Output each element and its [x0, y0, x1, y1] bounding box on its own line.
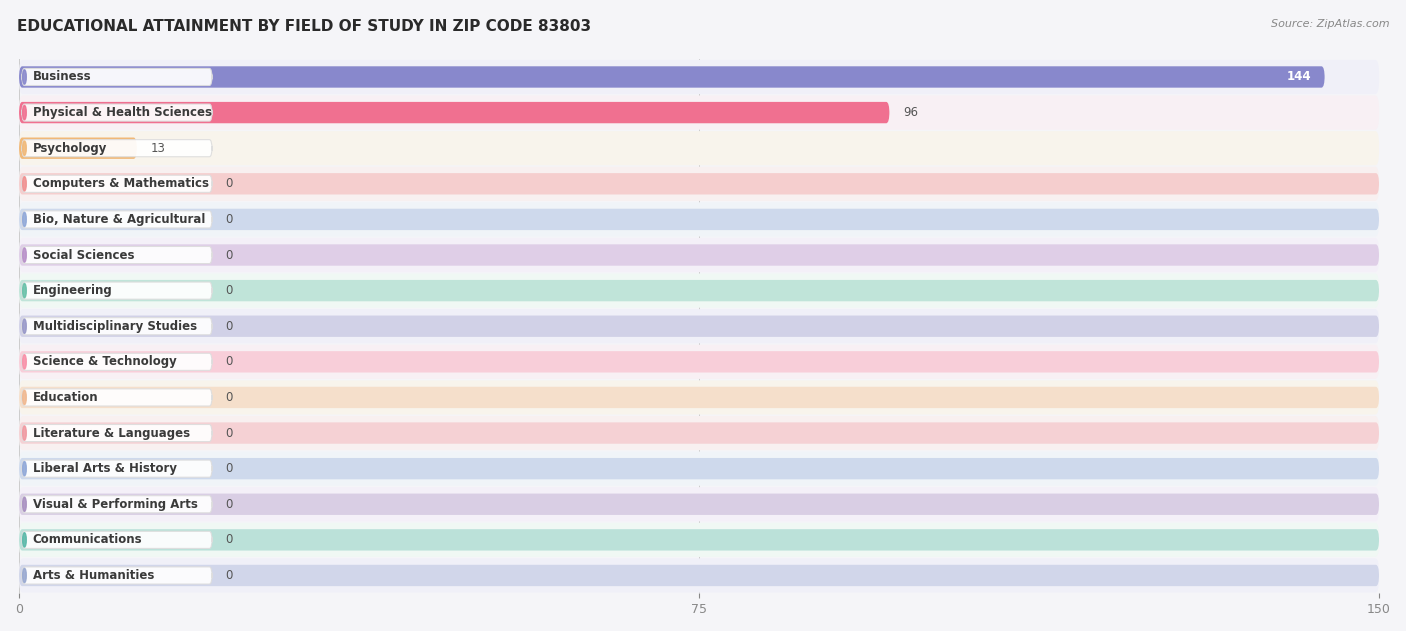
FancyBboxPatch shape	[21, 353, 212, 370]
FancyBboxPatch shape	[21, 567, 212, 584]
FancyBboxPatch shape	[21, 282, 212, 299]
Text: 0: 0	[226, 533, 233, 546]
FancyBboxPatch shape	[20, 316, 1379, 337]
FancyBboxPatch shape	[20, 203, 1379, 237]
FancyBboxPatch shape	[21, 175, 212, 192]
Circle shape	[22, 283, 27, 298]
FancyBboxPatch shape	[20, 209, 1379, 230]
Text: Psychology: Psychology	[32, 142, 107, 155]
FancyBboxPatch shape	[20, 458, 1379, 480]
FancyBboxPatch shape	[20, 351, 1379, 372]
FancyBboxPatch shape	[20, 487, 1379, 521]
Text: 96: 96	[903, 106, 918, 119]
FancyBboxPatch shape	[20, 131, 1379, 165]
FancyBboxPatch shape	[20, 565, 1379, 586]
Text: 0: 0	[226, 355, 233, 369]
Text: Engineering: Engineering	[32, 284, 112, 297]
Circle shape	[22, 70, 27, 84]
Text: 0: 0	[226, 391, 233, 404]
Text: Literature & Languages: Literature & Languages	[32, 427, 190, 440]
Circle shape	[22, 319, 27, 333]
FancyBboxPatch shape	[20, 173, 1379, 194]
Text: Computers & Mathematics: Computers & Mathematics	[32, 177, 208, 191]
FancyBboxPatch shape	[21, 531, 212, 548]
Circle shape	[22, 212, 27, 227]
FancyBboxPatch shape	[20, 387, 1379, 408]
Text: 0: 0	[226, 498, 233, 510]
Text: 0: 0	[226, 427, 233, 440]
FancyBboxPatch shape	[21, 460, 212, 477]
Text: Science & Technology: Science & Technology	[32, 355, 176, 369]
FancyBboxPatch shape	[20, 452, 1379, 486]
FancyBboxPatch shape	[21, 389, 212, 406]
Circle shape	[22, 390, 27, 404]
Text: Bio, Nature & Agricultural: Bio, Nature & Agricultural	[32, 213, 205, 226]
Text: 0: 0	[226, 177, 233, 191]
FancyBboxPatch shape	[20, 244, 1379, 266]
Text: Arts & Humanities: Arts & Humanities	[32, 569, 155, 582]
Text: Business: Business	[32, 71, 91, 83]
FancyBboxPatch shape	[20, 60, 1379, 94]
FancyBboxPatch shape	[21, 211, 212, 228]
FancyBboxPatch shape	[20, 167, 1379, 201]
Text: 0: 0	[226, 462, 233, 475]
FancyBboxPatch shape	[20, 280, 1379, 301]
FancyBboxPatch shape	[20, 102, 890, 123]
FancyBboxPatch shape	[20, 380, 1379, 415]
FancyBboxPatch shape	[20, 238, 1379, 272]
Text: 0: 0	[226, 569, 233, 582]
Text: 13: 13	[150, 142, 166, 155]
FancyBboxPatch shape	[20, 422, 1379, 444]
Text: Social Sciences: Social Sciences	[32, 249, 134, 261]
Circle shape	[22, 461, 27, 476]
FancyBboxPatch shape	[20, 529, 1379, 551]
FancyBboxPatch shape	[21, 425, 212, 442]
FancyBboxPatch shape	[21, 247, 212, 264]
Circle shape	[22, 426, 27, 440]
FancyBboxPatch shape	[20, 95, 1379, 130]
Circle shape	[22, 355, 27, 369]
FancyBboxPatch shape	[21, 68, 212, 86]
Text: 0: 0	[226, 213, 233, 226]
FancyBboxPatch shape	[20, 345, 1379, 379]
Circle shape	[22, 569, 27, 582]
FancyBboxPatch shape	[20, 138, 136, 159]
Circle shape	[22, 533, 27, 547]
Text: 0: 0	[226, 249, 233, 261]
FancyBboxPatch shape	[20, 493, 1379, 515]
FancyBboxPatch shape	[21, 139, 212, 156]
FancyBboxPatch shape	[21, 104, 212, 121]
Text: Liberal Arts & History: Liberal Arts & History	[32, 462, 177, 475]
Text: Source: ZipAtlas.com: Source: ZipAtlas.com	[1271, 19, 1389, 29]
Circle shape	[22, 141, 27, 155]
Text: Multidisciplinary Studies: Multidisciplinary Studies	[32, 320, 197, 333]
Text: Visual & Performing Arts: Visual & Performing Arts	[32, 498, 197, 510]
FancyBboxPatch shape	[20, 558, 1379, 593]
Text: Communications: Communications	[32, 533, 142, 546]
FancyBboxPatch shape	[20, 522, 1379, 557]
Circle shape	[22, 497, 27, 512]
Text: 0: 0	[226, 320, 233, 333]
FancyBboxPatch shape	[20, 309, 1379, 343]
Text: 0: 0	[226, 284, 233, 297]
Circle shape	[22, 105, 27, 120]
Circle shape	[22, 177, 27, 191]
Text: 144: 144	[1286, 71, 1310, 83]
FancyBboxPatch shape	[20, 66, 1324, 88]
FancyBboxPatch shape	[20, 273, 1379, 308]
FancyBboxPatch shape	[21, 317, 212, 335]
Text: EDUCATIONAL ATTAINMENT BY FIELD OF STUDY IN ZIP CODE 83803: EDUCATIONAL ATTAINMENT BY FIELD OF STUDY…	[17, 19, 591, 34]
Text: Physical & Health Sciences: Physical & Health Sciences	[32, 106, 212, 119]
Circle shape	[22, 248, 27, 262]
Text: Education: Education	[32, 391, 98, 404]
FancyBboxPatch shape	[20, 416, 1379, 450]
FancyBboxPatch shape	[21, 496, 212, 513]
